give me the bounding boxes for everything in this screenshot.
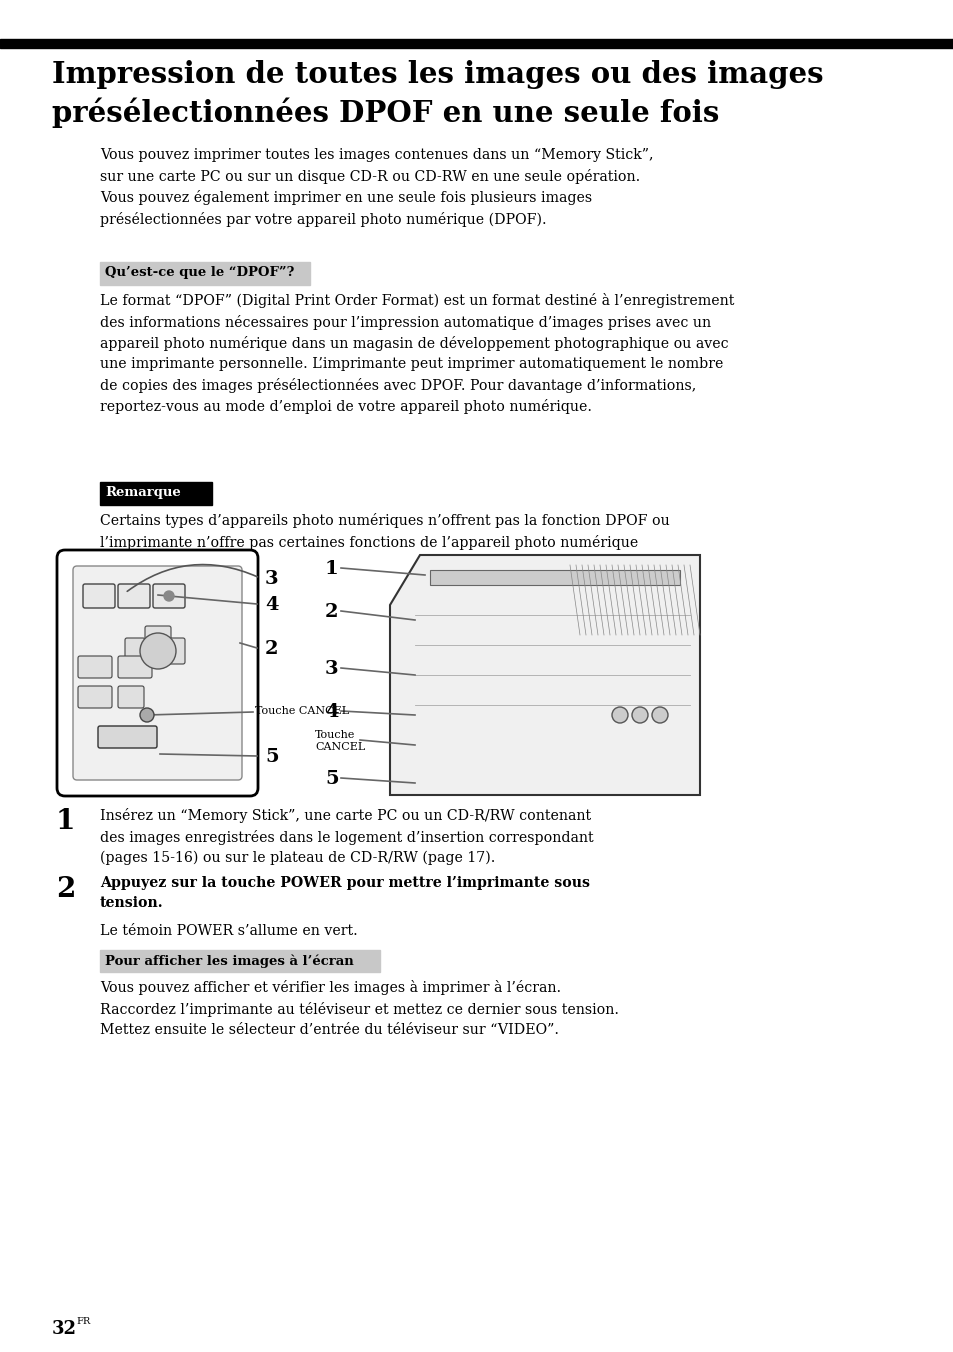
Text: présélectionnées DPOF en une seule fois: présélectionnées DPOF en une seule fois xyxy=(52,97,719,128)
Text: Appuyez sur la touche POWER pour mettre l’imprimante sous
tension.: Appuyez sur la touche POWER pour mettre … xyxy=(100,876,589,910)
FancyBboxPatch shape xyxy=(125,638,145,664)
FancyBboxPatch shape xyxy=(152,584,185,608)
Circle shape xyxy=(140,708,153,722)
Bar xyxy=(430,571,679,585)
Text: Vous pouvez afficher et vérifier les images à imprimer à l’écran.
Raccordez l’im: Vous pouvez afficher et vérifier les ima… xyxy=(100,980,618,1037)
FancyBboxPatch shape xyxy=(118,584,150,608)
FancyBboxPatch shape xyxy=(98,726,157,748)
Text: 4: 4 xyxy=(265,596,278,614)
Text: Vous pouvez imprimer toutes les images contenues dans un “Memory Stick”,
sur une: Vous pouvez imprimer toutes les images c… xyxy=(100,147,653,227)
Text: Le témoin POWER s’allume en vert.: Le témoin POWER s’allume en vert. xyxy=(100,923,357,938)
Text: 3: 3 xyxy=(325,660,338,677)
Circle shape xyxy=(651,707,667,723)
Circle shape xyxy=(140,633,175,669)
Circle shape xyxy=(164,591,173,602)
FancyBboxPatch shape xyxy=(118,656,152,677)
FancyBboxPatch shape xyxy=(118,685,144,708)
Text: Insérez un “Memory Stick”, une carte PC ou un CD-R/RW contenant
des images enreg: Insérez un “Memory Stick”, une carte PC … xyxy=(100,808,593,865)
Text: Remarque: Remarque xyxy=(105,485,180,499)
Text: Pour afficher les images à l’écran: Pour afficher les images à l’écran xyxy=(105,955,354,968)
Text: Certains types d’appareils photo numériques n’offrent pas la fonction DPOF ou
l’: Certains types d’appareils photo numériq… xyxy=(100,512,669,550)
FancyBboxPatch shape xyxy=(145,626,171,646)
FancyBboxPatch shape xyxy=(165,638,185,664)
Text: Qu’est-ce que le “DPOF”?: Qu’est-ce que le “DPOF”? xyxy=(105,266,294,279)
Text: 4: 4 xyxy=(325,703,338,721)
Circle shape xyxy=(631,707,647,723)
Text: Touche
CANCEL: Touche CANCEL xyxy=(314,730,365,753)
Polygon shape xyxy=(390,556,700,795)
Text: 5: 5 xyxy=(265,748,278,767)
Bar xyxy=(100,483,212,506)
FancyBboxPatch shape xyxy=(78,656,112,677)
FancyBboxPatch shape xyxy=(57,550,257,796)
FancyBboxPatch shape xyxy=(73,566,242,780)
FancyBboxPatch shape xyxy=(78,685,112,708)
Text: Touche CANCEL: Touche CANCEL xyxy=(254,706,349,717)
FancyBboxPatch shape xyxy=(83,584,115,608)
Text: FR: FR xyxy=(76,1317,91,1326)
Text: 2: 2 xyxy=(56,876,75,903)
Text: 2: 2 xyxy=(265,639,278,658)
Bar xyxy=(100,262,310,285)
Text: 1: 1 xyxy=(56,808,75,836)
Bar xyxy=(0,39,953,49)
Text: 2: 2 xyxy=(325,603,338,621)
Text: 32: 32 xyxy=(52,1320,77,1338)
Bar xyxy=(100,950,379,972)
Text: 5: 5 xyxy=(325,771,338,788)
Text: Impression de toutes les images ou des images: Impression de toutes les images ou des i… xyxy=(52,59,822,89)
Circle shape xyxy=(612,707,627,723)
Text: 1: 1 xyxy=(325,560,338,579)
Text: Le format “DPOF” (Digital Print Order Format) est un format destiné à l’enregist: Le format “DPOF” (Digital Print Order Fo… xyxy=(100,293,734,415)
Text: 3: 3 xyxy=(265,571,278,588)
